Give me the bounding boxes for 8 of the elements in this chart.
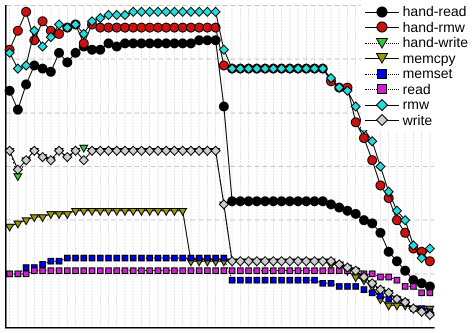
legend-label: hand-rmw: [402, 18, 465, 35]
legend-label: hand-read: [402, 3, 466, 20]
legend-label: write: [402, 112, 432, 128]
legend-label: rmw: [402, 96, 430, 112]
legend-label: read: [402, 80, 431, 97]
legend-label: hand-write: [402, 34, 468, 50]
legend-label: memset: [402, 65, 452, 82]
legend-label: memcpy: [402, 50, 456, 66]
